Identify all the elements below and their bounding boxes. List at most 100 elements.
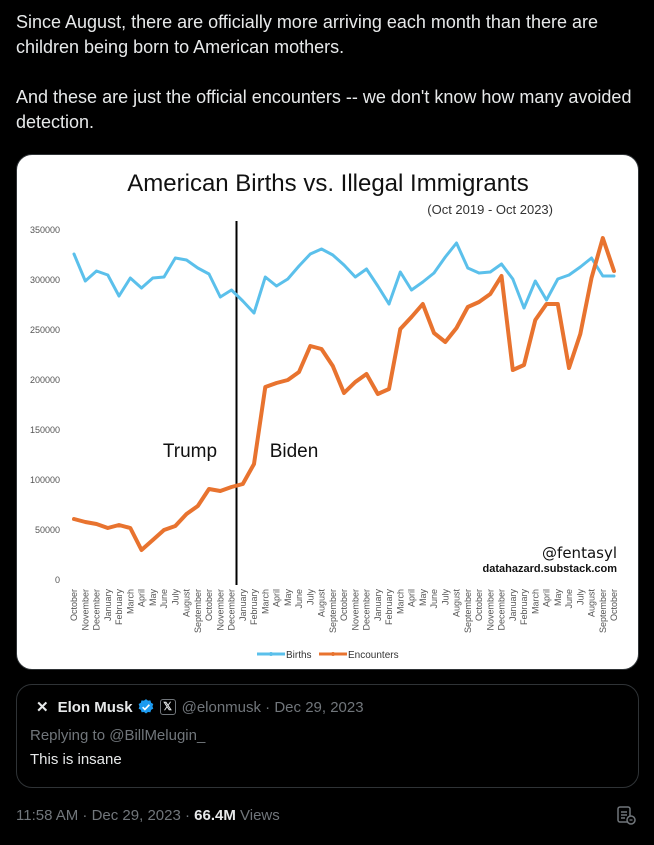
biden-label: Biden: [270, 441, 319, 462]
data-point-births: [556, 277, 560, 281]
data-point-encounters: [601, 236, 605, 240]
quoted-tweet[interactable]: ✕ Elon Musk 𝕏 @elonmusk · Dec 29, 2023 R…: [16, 684, 639, 788]
views-label: Views: [235, 807, 280, 824]
tweet-meta: 11:58 AM · Dec 29, 2023 · 66.4M Views: [16, 807, 280, 824]
data-point-births: [567, 273, 571, 277]
x-tick-label: October: [609, 589, 619, 621]
data-point-encounters: [398, 327, 402, 331]
tweet-paragraph-1: Since August, there are officially more …: [16, 12, 598, 57]
data-point-births: [511, 277, 515, 281]
legend: Births Encounters: [257, 650, 399, 661]
quoted-author-name[interactable]: Elon Musk: [57, 698, 133, 716]
data-point-births: [264, 275, 267, 279]
x-tick-label: March: [395, 589, 405, 614]
data-point-encounters: [286, 378, 290, 382]
x-tick-label: August: [182, 589, 192, 618]
data-point-births: [297, 264, 301, 268]
verified-badge-icon: [138, 699, 153, 714]
tweet-paragraph-2: And these are just the official encounte…: [16, 87, 632, 132]
data-point-births: [376, 284, 380, 288]
data-point-births: [320, 247, 323, 251]
x-tick-label: September: [598, 589, 608, 633]
analytics-icon[interactable]: [615, 804, 637, 826]
data-point-encounters: [466, 305, 470, 309]
data-point-births: [444, 255, 447, 259]
x-tick-label: June: [429, 589, 439, 609]
data-point-births: [354, 275, 357, 279]
data-point-encounters: [162, 528, 166, 532]
x-tick-label: March: [530, 589, 540, 614]
data-point-births: [477, 271, 481, 275]
x-tick-label: August: [452, 589, 462, 618]
data-point-encounters: [544, 302, 549, 306]
data-point-births: [331, 253, 335, 257]
data-point-encounters: [376, 392, 380, 396]
x-tick-label: June: [564, 589, 574, 609]
trump-label: Trump: [163, 441, 217, 462]
data-point-encounters: [612, 269, 616, 273]
x-tick-label: July: [305, 589, 315, 606]
x-tick-label: April: [542, 589, 552, 607]
x-tick-label: December: [497, 589, 507, 631]
x-tick-label: June: [159, 589, 169, 609]
data-point-births: [174, 256, 177, 260]
data-point-births: [432, 271, 436, 275]
data-point-births: [466, 266, 470, 270]
data-point-encounters: [241, 482, 245, 486]
data-point-encounters: [488, 292, 492, 296]
chart-image[interactable]: American Births vs. Illegal Immigrants (…: [16, 154, 639, 670]
data-point-encounters: [297, 370, 301, 374]
x-tick-label: February: [384, 589, 394, 626]
data-point-encounters: [443, 340, 447, 344]
y-tick-label: 0: [55, 575, 60, 585]
data-point-births: [286, 277, 290, 281]
x-tick-label: April: [407, 589, 417, 607]
quoted-handle-date[interactable]: @elonmusk · Dec 29, 2023: [181, 698, 364, 716]
data-point-births: [500, 262, 503, 266]
data-point-encounters: [274, 381, 279, 385]
x-tick-label: February: [519, 589, 529, 626]
data-point-encounters: [578, 332, 582, 336]
x-tick-label: December: [362, 589, 372, 631]
data-point-births: [252, 311, 256, 315]
x-tick-label: October: [204, 589, 214, 621]
replying-to: Replying to @BillMelugin_: [30, 727, 206, 744]
data-point-encounters: [409, 315, 414, 319]
y-tick-label: 300000: [30, 275, 60, 285]
data-point-encounters: [511, 368, 515, 372]
x-tick-label: September: [463, 589, 473, 633]
data-point-births: [140, 286, 143, 290]
x-tick-label: August: [317, 589, 327, 618]
y-tick-label: 350000: [30, 225, 60, 235]
x-tick-label: July: [440, 589, 450, 606]
data-point-encounters: [218, 489, 222, 493]
data-point-births: [196, 266, 200, 270]
x-tick-label: May: [148, 589, 158, 607]
y-axis: 0 50000 100000 150000 200000 250000 300000 3500…: [30, 225, 60, 585]
data-point-births: [601, 274, 605, 278]
data-point-births: [162, 275, 166, 279]
data-point-births: [72, 252, 76, 256]
tweet-timestamp[interactable]: 11:58 AM · Dec 29, 2023 ·: [16, 807, 195, 824]
x-tick-label: May: [418, 589, 428, 607]
x-tick-label: September: [328, 589, 338, 633]
series-layer: [72, 236, 616, 552]
data-point-births: [421, 280, 425, 284]
data-point-encounters: [364, 372, 369, 376]
data-point-births: [365, 267, 368, 271]
data-point-encounters: [128, 526, 132, 530]
data-point-encounters: [83, 520, 87, 524]
data-point-births: [387, 302, 391, 306]
x-tick-label: July: [575, 589, 585, 606]
data-point-births: [95, 269, 98, 273]
x-tick-label: July: [170, 589, 180, 606]
x-tick-label: March: [125, 589, 135, 614]
data-point-births: [117, 294, 121, 298]
data-point-births: [590, 256, 593, 260]
data-point-encounters: [72, 517, 76, 521]
data-point-births: [185, 258, 188, 262]
x-tick-label: June: [294, 589, 304, 609]
data-point-encounters: [589, 276, 594, 280]
data-point-births: [489, 270, 492, 274]
x-tick-label: May: [553, 589, 563, 607]
